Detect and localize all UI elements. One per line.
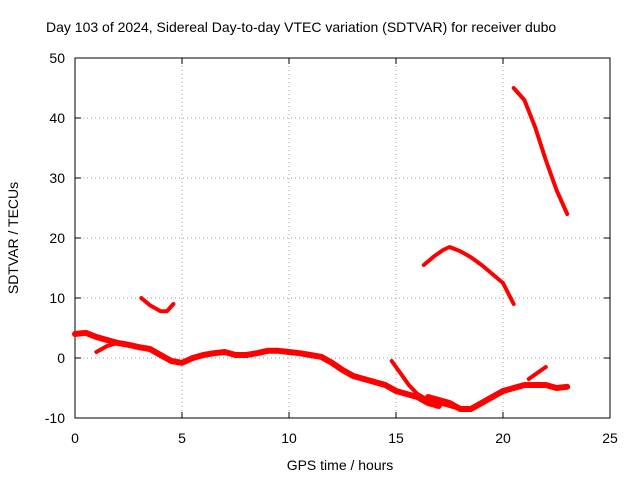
axis-ticks	[74, 57, 611, 419]
series-arc-hump	[421, 245, 516, 306]
y-tick-label: 30	[49, 170, 65, 186]
series-arc-descent	[389, 359, 463, 411]
tick-labels: 0 5 10 15 20 25 -10 0 10 20 30 40 50	[45, 50, 618, 446]
x-tick-label: 10	[281, 430, 297, 446]
y-tick-label: -10	[45, 410, 65, 426]
series-arc-late-spike	[526, 365, 548, 381]
x-axis-label: GPS time / hours	[287, 457, 394, 473]
x-tick-label: 15	[388, 430, 404, 446]
x-tick-label: 0	[71, 430, 79, 446]
y-tick-label: 50	[49, 50, 65, 66]
x-tick-label: 20	[495, 430, 511, 446]
series-arc-main	[72, 329, 442, 409]
x-tick-label: 5	[178, 430, 186, 446]
y-tick-label: 40	[49, 110, 65, 126]
series-arc-steep	[511, 86, 570, 216]
data-series	[72, 86, 571, 412]
grid	[75, 58, 610, 418]
y-tick-label: 10	[49, 290, 65, 306]
series-arc-early-dip	[94, 341, 120, 354]
series-arc-mid-small	[139, 296, 176, 314]
y-tick-label: 0	[57, 350, 65, 366]
series-arc-late	[425, 382, 571, 412]
chart-title: Day 103 of 2024, Sidereal Day-to-day VTE…	[46, 19, 556, 35]
x-tick-label: 25	[602, 430, 618, 446]
y-tick-label: 20	[49, 230, 65, 246]
y-axis-label: SDTVAR / TECUs	[5, 182, 21, 294]
